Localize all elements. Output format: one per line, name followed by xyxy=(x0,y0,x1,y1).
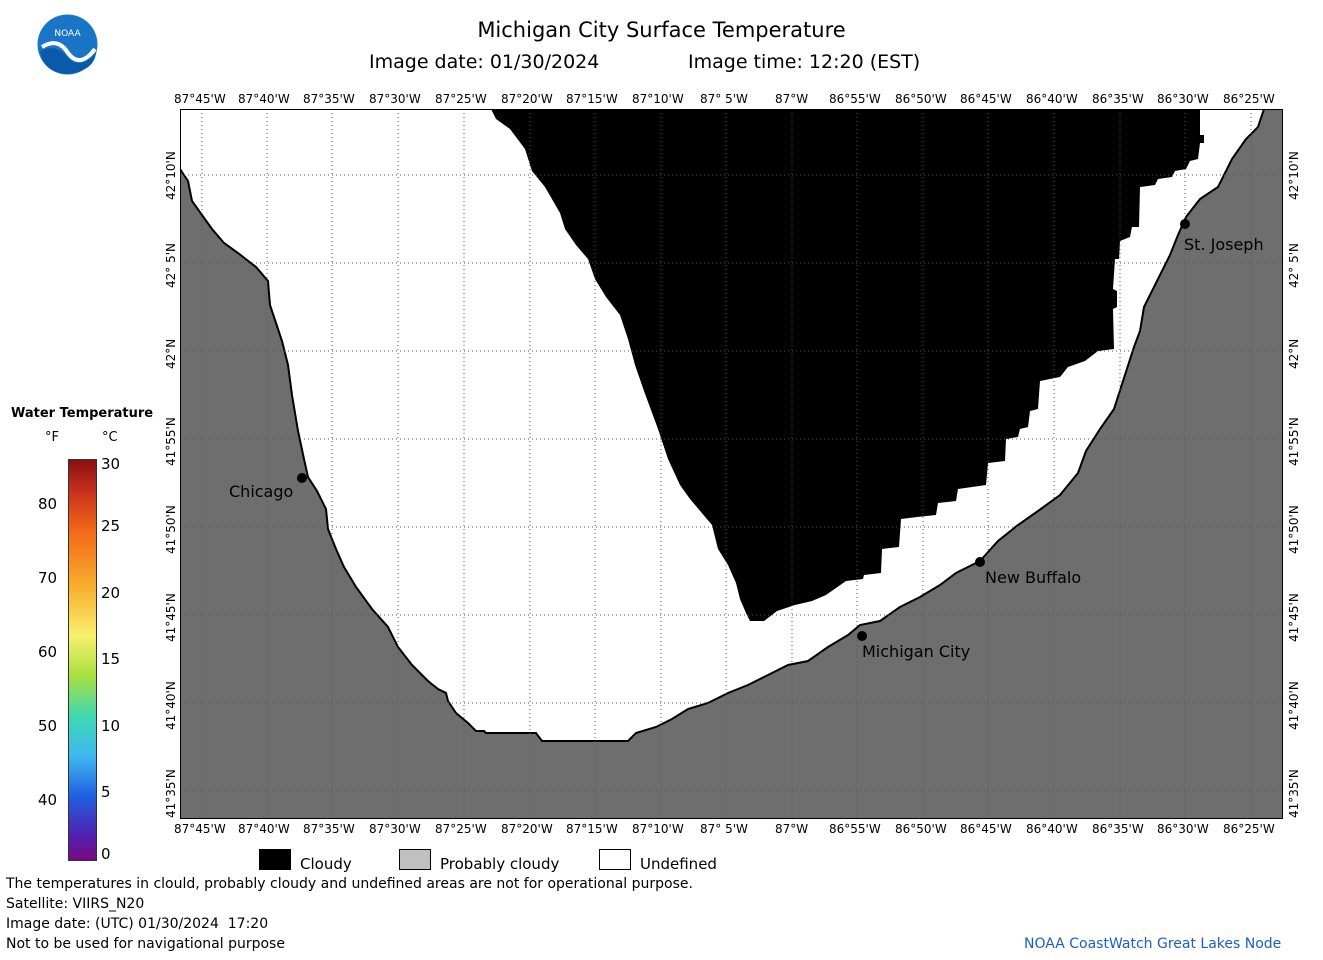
lon-label: 87°35'W xyxy=(303,822,355,836)
credit-link[interactable]: NOAA CoastWatch Great Lakes Node xyxy=(1024,936,1282,952)
svg-text:NOAA: NOAA xyxy=(54,29,81,39)
footer-satellite: Satellite: VIIRS_N20 xyxy=(6,896,145,912)
lat-label: 42° 5'N xyxy=(164,243,178,288)
lat-label: 41°35'N xyxy=(164,769,178,818)
c-tick: 5 xyxy=(101,783,111,801)
noaa-logo: NOAA xyxy=(36,13,99,76)
footer-disclaimer: The temperatures in clould, probably clo… xyxy=(6,876,693,892)
temperature-color-scale xyxy=(68,459,97,861)
lat-label: 41°50'N xyxy=(164,505,178,554)
cloudy-region xyxy=(491,109,1204,621)
lon-label: 87°W xyxy=(775,92,809,106)
lat-label: 41°55'N xyxy=(1287,417,1301,466)
cloudy-label: Cloudy xyxy=(300,855,352,873)
lat-label: 41°45'N xyxy=(1287,593,1301,642)
lon-label: 86°35'W xyxy=(1092,92,1144,106)
lon-label: 87°40'W xyxy=(238,822,290,836)
footer-image-date: Image date: (UTC) 01/30/2024 17:20 xyxy=(6,916,269,932)
michigan-city-marker xyxy=(857,631,867,641)
lat-label: 42°10'N xyxy=(164,151,178,200)
lon-label: 86°30'W xyxy=(1157,92,1209,106)
land-region xyxy=(180,109,1283,819)
image-time: Image time: 12:20 (EST) xyxy=(688,51,921,73)
temp-legend-title: Water Temperature xyxy=(11,406,154,421)
lat-label: 41°40'N xyxy=(1287,681,1301,730)
lon-label: 87°30'W xyxy=(369,822,421,836)
lon-label: 86°45'W xyxy=(960,822,1012,836)
undefined-swatch xyxy=(599,849,631,870)
probably-cloudy-swatch xyxy=(399,849,431,870)
image-date: Image date: 01/30/2024 xyxy=(369,51,600,73)
c-tick: 15 xyxy=(101,650,121,668)
lon-label: 86°40'W xyxy=(1026,92,1078,106)
new-buffalo-marker xyxy=(975,557,985,567)
unit-celsius: °C xyxy=(102,430,118,445)
lon-label: 87°40'W xyxy=(238,92,290,106)
f-tick: 40 xyxy=(38,791,58,809)
lat-label: 41°55'N xyxy=(164,417,178,466)
lon-label: 86°25'W xyxy=(1223,92,1275,106)
c-tick: 20 xyxy=(101,584,121,602)
footer-navigation-note: Not to be used for navigational purpose xyxy=(6,936,285,952)
lon-label: 87°10'W xyxy=(632,822,684,836)
lat-label: 41°50'N xyxy=(1287,505,1301,554)
unit-fahrenheit: °F xyxy=(45,430,59,445)
chicago-marker xyxy=(297,473,307,483)
lon-label: 86°35'W xyxy=(1092,822,1144,836)
c-tick: 30 xyxy=(101,455,121,473)
city-label-st-joseph: St. Joseph xyxy=(1184,235,1264,254)
lon-label: 87°45'W xyxy=(174,822,226,836)
lon-label: 87°35'W xyxy=(303,92,355,106)
map-title: Michigan City Surface Temperature xyxy=(477,18,846,42)
lat-label: 41°40'N xyxy=(164,681,178,730)
lat-label: 42°N xyxy=(1287,338,1301,369)
c-tick: 0 xyxy=(101,845,111,863)
city-label-new-buffalo: New Buffalo xyxy=(985,568,1082,587)
lon-label: 86°55'W xyxy=(829,92,881,106)
cloudy-swatch xyxy=(259,849,291,870)
lon-label: 87°10'W xyxy=(632,92,684,106)
lon-label: 87°20'W xyxy=(501,822,553,836)
city-label-michigan-city: Michigan City xyxy=(862,642,971,661)
lat-label: 42°10'N xyxy=(1287,151,1301,200)
lon-label: 87°25'W xyxy=(435,822,487,836)
lon-label: 87°W xyxy=(775,822,809,836)
c-tick: 10 xyxy=(101,717,121,735)
lon-label: 86°30'W xyxy=(1157,822,1209,836)
lon-label: 87°20'W xyxy=(501,92,553,106)
lon-label: 87°45'W xyxy=(174,92,226,106)
coastline xyxy=(180,109,1265,742)
lon-label: 87° 5'W xyxy=(700,822,748,836)
lon-label: 87°15'W xyxy=(566,92,618,106)
f-tick: 80 xyxy=(38,495,58,513)
probably-cloudy-label: Probably cloudy xyxy=(440,855,560,873)
f-tick: 50 xyxy=(38,717,58,735)
city-label-chicago: Chicago xyxy=(229,482,294,501)
lon-label: 87°15'W xyxy=(566,822,618,836)
lat-label: 42° 5'N xyxy=(1287,243,1301,288)
st-joseph-marker xyxy=(1180,219,1190,229)
lon-label: 86°25'W xyxy=(1223,822,1275,836)
undefined-label: Undefined xyxy=(640,855,717,873)
c-tick: 25 xyxy=(101,517,121,535)
lon-label: 87° 5'W xyxy=(700,92,748,106)
lon-label: 86°40'W xyxy=(1026,822,1078,836)
lat-label: 41°35'N xyxy=(1287,769,1301,818)
lat-label: 42°N xyxy=(164,338,178,369)
f-tick: 70 xyxy=(38,569,58,587)
lon-label: 86°50'W xyxy=(895,822,947,836)
lon-label: 86°55'W xyxy=(829,822,881,836)
f-tick: 60 xyxy=(38,643,58,661)
lon-label: 87°25'W xyxy=(435,92,487,106)
lon-label: 86°50'W xyxy=(895,92,947,106)
lat-label: 41°45'N xyxy=(164,593,178,642)
lon-label: 86°45'W xyxy=(960,92,1012,106)
map-area xyxy=(180,109,1283,819)
lon-label: 87°30'W xyxy=(369,92,421,106)
